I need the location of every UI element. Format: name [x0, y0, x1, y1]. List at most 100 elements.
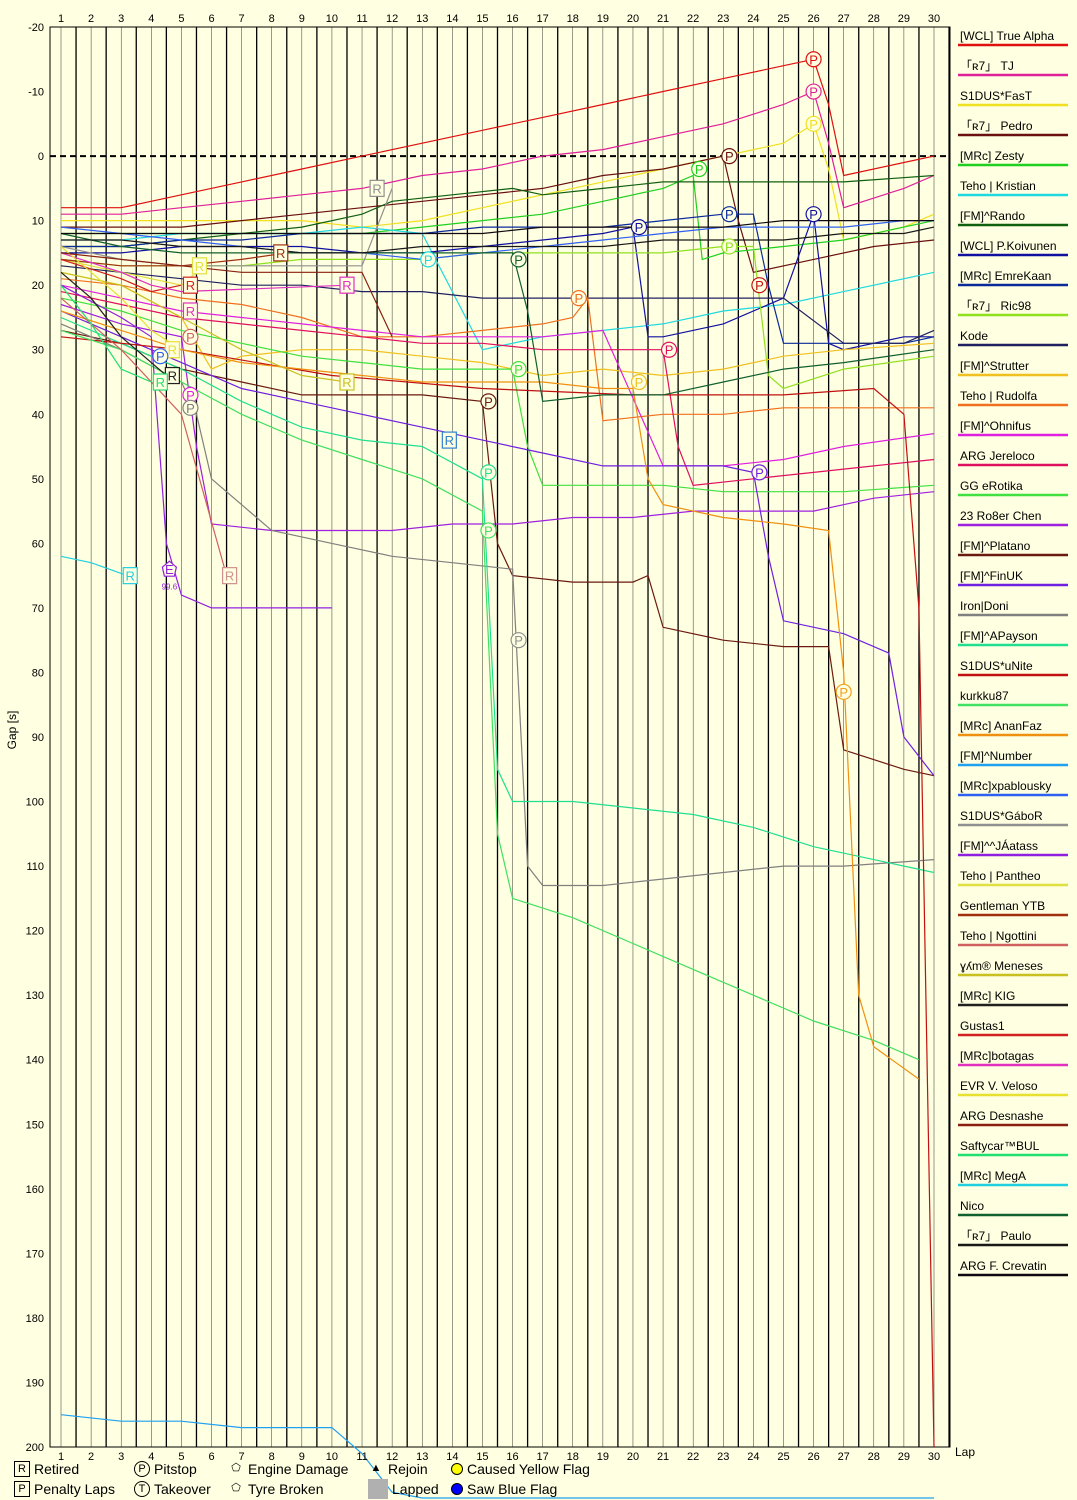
retired-box: [191, 257, 208, 275]
marker-letter: P: [809, 85, 818, 100]
marker-P: P: [480, 522, 497, 539]
x-tick-label-top: 18: [567, 13, 579, 25]
x-tick-label-top: 25: [777, 13, 789, 25]
series-line: [61, 90, 935, 215]
marker-P: P: [420, 251, 437, 268]
legend-entry-label: [FM]^APayson: [960, 629, 1038, 643]
legend-entry-label: GG eRotika: [960, 479, 1023, 493]
pitstop-circle: [805, 206, 822, 223]
pitstop-circle: [480, 393, 497, 410]
marker-P: P: [721, 147, 738, 165]
takeover-icon: T: [134, 1481, 150, 1497]
marker-letter: P: [635, 375, 644, 390]
key-takeover-label: Takeover: [154, 1481, 211, 1497]
y-tick-label: 110: [26, 861, 44, 873]
y-tick-label: 60: [32, 538, 44, 550]
series-line: [61, 174, 935, 248]
x-tick-label-top: 10: [326, 13, 338, 25]
y-tick-label: 70: [32, 603, 44, 615]
retired-box: [339, 373, 355, 391]
retired-box: [182, 276, 199, 294]
legend-entry-label: [FM]^Number: [960, 749, 1032, 763]
legend-entry-label: S1DUS*FasT: [960, 89, 1033, 103]
marker-letter: P: [484, 394, 493, 409]
series-line: [60, 278, 934, 422]
series-line: [60, 329, 935, 777]
pitstop-circle: [480, 464, 497, 481]
x-tick-label-bottom: 30: [928, 1451, 940, 1463]
series-line: [60, 271, 167, 376]
blue-flag-icon: [451, 1483, 463, 1495]
marker-R: R: [441, 431, 457, 449]
y-tick-label: 160: [26, 1184, 44, 1196]
x-tick-label-bottom: 26: [807, 1451, 819, 1463]
legend-entry-label: [FM]^^JÁatass: [960, 838, 1038, 853]
y-tick-label: 90: [32, 732, 44, 744]
y-tick-label: 80: [32, 667, 44, 679]
legend-entry-label: S1DUS*uNite: [960, 659, 1033, 673]
marker-R: R: [152, 373, 168, 391]
x-tick-label-bottom: 18: [567, 1451, 579, 1463]
legend: [WCL] True Alpha 「ʀ7」 TJ S1DUS*FasT 「ʀ7」 Pe…: [958, 29, 1068, 1277]
series-line: [61, 213, 934, 351]
y-tick-label: 20: [32, 280, 44, 292]
x-tick-label-bottom: 11: [356, 1451, 367, 1463]
marker-letter: P: [725, 207, 734, 222]
marker-R: R: [369, 179, 385, 197]
series-line: [60, 271, 935, 377]
legend-entry-label: [WCL] P.Koivunen: [960, 239, 1057, 253]
key-tyre: ⬠ Tyre Broken: [228, 1479, 323, 1499]
x-tick-label-bottom: 21: [657, 1451, 669, 1463]
series-line: [60, 284, 935, 467]
x-tick-label-top: 14: [446, 13, 458, 25]
key-takeover: T Takeover: [134, 1479, 211, 1499]
key-engine: ⬠ Engine Damage: [228, 1459, 348, 1479]
pitstop-circle: [630, 218, 648, 236]
legend-entry-label: Gustas1: [960, 1019, 1005, 1033]
series-line: [60, 284, 152, 383]
pitstop-circle: [182, 399, 199, 416]
marker-letter: P: [186, 388, 195, 403]
series-line: [61, 122, 935, 241]
legend-entry-label: kurkku87: [960, 689, 1009, 703]
marker-letter: P: [156, 349, 165, 364]
legend-entry-label: Nico: [960, 1199, 984, 1213]
key-lapped-label: Lapped: [392, 1481, 439, 1497]
marker-R: R: [221, 567, 238, 585]
x-tick-label-top: 8: [269, 13, 275, 25]
marker-P: P: [630, 218, 648, 236]
pitstop-circle: [835, 683, 852, 700]
legend-entry-label: ARG F. Crevatin: [960, 1259, 1047, 1273]
retired-box: [221, 567, 238, 585]
y-tick-label: 100: [26, 797, 44, 809]
x-tick-label-bottom: 2: [88, 1451, 94, 1463]
x-tick-label-bottom: 20: [627, 1451, 639, 1463]
marker-letter: P: [514, 252, 523, 267]
key-tyre-label: Tyre Broken: [248, 1481, 324, 1497]
legend-entry-label: 「ʀ7」 Pedro: [960, 119, 1033, 133]
marker-R: R: [273, 244, 289, 262]
key-yellow: Caused Yellow Flag: [451, 1459, 590, 1479]
legend-entry-label: 23 Ro8er Chen: [960, 509, 1041, 523]
legend-entry-label: [MRc]botagas: [960, 1049, 1034, 1063]
series-line: [60, 220, 934, 261]
series-line: [60, 329, 920, 1061]
pitstop-circle: [805, 51, 822, 68]
key-penalty: P Penalty Laps: [14, 1479, 115, 1499]
x-tick-label-top: 22: [687, 13, 699, 25]
marker-letter: P: [186, 401, 195, 416]
x-tick-label-top: 15: [476, 13, 488, 25]
x-tick-label-bottom: 25: [777, 1451, 789, 1463]
retired-box: [164, 341, 180, 359]
legend-entry-label: [FM]^Strutter: [960, 359, 1029, 373]
x-tick-label-top: 17: [537, 13, 549, 25]
y-axis-title: Gap [s]: [5, 711, 19, 750]
marker-P: P: [660, 341, 678, 358]
marker-letter: P: [839, 685, 848, 700]
pitstop-circle: [152, 348, 169, 365]
marker-letter: R: [342, 278, 351, 293]
key-rejoin: ▲ Rejoin: [368, 1459, 428, 1479]
marker-letter: R: [225, 569, 234, 584]
pitstop-circle: [805, 83, 822, 100]
marker-P: P: [570, 289, 587, 307]
